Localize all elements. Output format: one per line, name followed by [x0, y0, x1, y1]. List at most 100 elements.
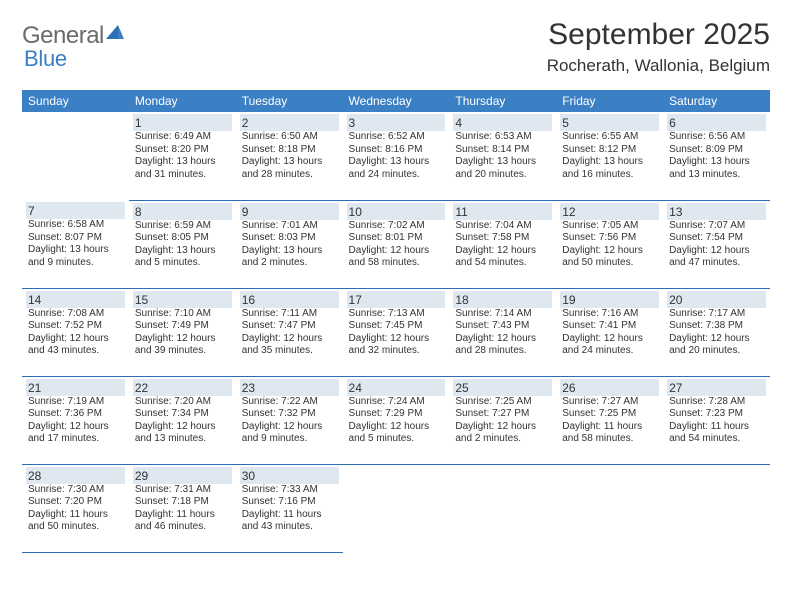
- day-body: Sunrise: 7:30 AMSunset: 7:20 PMDaylight:…: [26, 484, 125, 534]
- day-sunset: Sunset: 8:09 PM: [669, 144, 764, 157]
- day-sunset: Sunset: 7:56 PM: [562, 232, 657, 245]
- day-sunset: Sunset: 7:29 PM: [349, 408, 444, 421]
- day-daylight_a: Daylight: 13 hours: [242, 245, 337, 258]
- day-daylight_b: and 54 minutes.: [669, 433, 764, 446]
- day-daylight_b: and 35 minutes.: [242, 345, 337, 358]
- day-daylight_b: and 46 minutes.: [135, 521, 230, 534]
- day-body: Sunrise: 7:16 AMSunset: 7:41 PMDaylight:…: [560, 308, 659, 358]
- day-daylight_b: and 50 minutes.: [562, 257, 657, 270]
- week-row: 21Sunrise: 7:19 AMSunset: 7:36 PMDayligh…: [22, 376, 770, 464]
- day-sunrise: Sunrise: 7:01 AM: [242, 220, 337, 233]
- day-cell: 14Sunrise: 7:08 AMSunset: 7:52 PMDayligh…: [22, 288, 129, 376]
- day-daylight_a: Daylight: 11 hours: [242, 509, 337, 522]
- day-number: 10: [347, 203, 446, 220]
- day-sunrise: Sunrise: 6:59 AM: [135, 220, 230, 233]
- day-sunrise: Sunrise: 7:05 AM: [562, 220, 657, 233]
- day-cell: 30Sunrise: 7:33 AMSunset: 7:16 PMDayligh…: [236, 464, 343, 552]
- day-sunrise: Sunrise: 7:24 AM: [349, 396, 444, 409]
- day-sunset: Sunset: 8:14 PM: [455, 144, 550, 157]
- day-cell: 25Sunrise: 7:25 AMSunset: 7:27 PMDayligh…: [449, 376, 556, 464]
- day-daylight_b: and 50 minutes.: [28, 521, 123, 534]
- day-daylight_a: Daylight: 11 hours: [669, 421, 764, 434]
- day-sunrise: Sunrise: 6:55 AM: [562, 131, 657, 144]
- day-daylight_a: Daylight: 12 hours: [455, 333, 550, 346]
- day-sunset: Sunset: 8:01 PM: [349, 232, 444, 245]
- dow-cell: Wednesday: [343, 90, 450, 112]
- day-number: 20: [667, 291, 766, 308]
- day-sunset: Sunset: 7:23 PM: [669, 408, 764, 421]
- day-daylight_a: Daylight: 12 hours: [135, 421, 230, 434]
- day-body: Sunrise: 6:59 AMSunset: 8:05 PMDaylight:…: [133, 220, 232, 270]
- day-number: 28: [26, 467, 125, 484]
- day-daylight_b: and 5 minutes.: [135, 257, 230, 270]
- day-cell: 21Sunrise: 7:19 AMSunset: 7:36 PMDayligh…: [22, 376, 129, 464]
- day-daylight_a: Daylight: 12 hours: [28, 333, 123, 346]
- day-daylight_a: Daylight: 12 hours: [669, 245, 764, 258]
- day-sunset: Sunset: 7:43 PM: [455, 320, 550, 333]
- day-cell: 5Sunrise: 6:55 AMSunset: 8:12 PMDaylight…: [556, 112, 663, 200]
- day-cell: 15Sunrise: 7:10 AMSunset: 7:49 PMDayligh…: [129, 288, 236, 376]
- day-body: Sunrise: 7:24 AMSunset: 7:29 PMDaylight:…: [347, 396, 446, 446]
- day-daylight_a: Daylight: 11 hours: [28, 509, 123, 522]
- day-daylight_b: and 20 minutes.: [455, 169, 550, 182]
- day-body: Sunrise: 7:10 AMSunset: 7:49 PMDaylight:…: [133, 308, 232, 358]
- day-sunrise: Sunrise: 7:19 AM: [28, 396, 123, 409]
- day-number: 23: [240, 379, 339, 396]
- day-daylight_b: and 43 minutes.: [242, 521, 337, 534]
- day-sunrise: Sunrise: 6:58 AM: [28, 219, 123, 232]
- day-sunset: Sunset: 7:18 PM: [135, 496, 230, 509]
- day-daylight_b: and 32 minutes.: [349, 345, 444, 358]
- day-sunrise: Sunrise: 7:02 AM: [349, 220, 444, 233]
- week-row: 28Sunrise: 7:30 AMSunset: 7:20 PMDayligh…: [22, 464, 770, 552]
- day-body: Sunrise: 7:11 AMSunset: 7:47 PMDaylight:…: [240, 308, 339, 358]
- day-sunset: Sunset: 7:41 PM: [562, 320, 657, 333]
- day-cell: 19Sunrise: 7:16 AMSunset: 7:41 PMDayligh…: [556, 288, 663, 376]
- location-subtitle: Rocherath, Wallonia, Belgium: [547, 56, 770, 76]
- day-body: Sunrise: 6:52 AMSunset: 8:16 PMDaylight:…: [347, 131, 446, 181]
- day-cell: 4Sunrise: 6:53 AMSunset: 8:14 PMDaylight…: [449, 112, 556, 200]
- day-number: 12: [560, 203, 659, 220]
- logo-sub: Blue: [24, 46, 67, 72]
- day-daylight_a: Daylight: 12 hours: [349, 245, 444, 258]
- day-number: 17: [347, 291, 446, 308]
- day-body: Sunrise: 7:19 AMSunset: 7:36 PMDaylight:…: [26, 396, 125, 446]
- day-sunset: Sunset: 7:47 PM: [242, 320, 337, 333]
- day-daylight_b: and 9 minutes.: [242, 433, 337, 446]
- day-body: Sunrise: 7:01 AMSunset: 8:03 PMDaylight:…: [240, 220, 339, 270]
- day-sunrise: Sunrise: 6:50 AM: [242, 131, 337, 144]
- day-cell: 2Sunrise: 6:50 AMSunset: 8:18 PMDaylight…: [236, 112, 343, 200]
- day-number: 4: [453, 114, 552, 131]
- month-title: September 2025: [547, 18, 770, 52]
- day-daylight_b: and 54 minutes.: [455, 257, 550, 270]
- day-daylight_b: and 31 minutes.: [135, 169, 230, 182]
- day-cell: 1Sunrise: 6:49 AMSunset: 8:20 PMDaylight…: [129, 112, 236, 200]
- day-daylight_b: and 2 minutes.: [242, 257, 337, 270]
- day-daylight_b: and 28 minutes.: [242, 169, 337, 182]
- day-cell: 3Sunrise: 6:52 AMSunset: 8:16 PMDaylight…: [343, 112, 450, 200]
- dow-cell: Monday: [129, 90, 236, 112]
- day-daylight_a: Daylight: 11 hours: [135, 509, 230, 522]
- day-daylight_a: Daylight: 12 hours: [242, 333, 337, 346]
- day-daylight_b: and 24 minutes.: [562, 345, 657, 358]
- day-sunset: Sunset: 7:45 PM: [349, 320, 444, 333]
- day-cell: 11Sunrise: 7:04 AMSunset: 7:58 PMDayligh…: [449, 200, 556, 288]
- day-daylight_b: and 28 minutes.: [455, 345, 550, 358]
- day-cell: 22Sunrise: 7:20 AMSunset: 7:34 PMDayligh…: [129, 376, 236, 464]
- day-daylight_a: Daylight: 11 hours: [562, 421, 657, 434]
- day-number: 1: [133, 114, 232, 131]
- day-body: Sunrise: 7:17 AMSunset: 7:38 PMDaylight:…: [667, 308, 766, 358]
- calendar-table: SundayMondayTuesdayWednesdayThursdayFrid…: [22, 90, 770, 553]
- day-sunrise: Sunrise: 7:28 AM: [669, 396, 764, 409]
- day-sunset: Sunset: 8:05 PM: [135, 232, 230, 245]
- day-daylight_a: Daylight: 12 hours: [669, 333, 764, 346]
- day-cell: 9Sunrise: 7:01 AMSunset: 8:03 PMDaylight…: [236, 200, 343, 288]
- day-sunset: Sunset: 8:12 PM: [562, 144, 657, 157]
- day-body: Sunrise: 7:31 AMSunset: 7:18 PMDaylight:…: [133, 484, 232, 534]
- day-daylight_a: Daylight: 13 hours: [562, 156, 657, 169]
- day-sunrise: Sunrise: 7:11 AM: [242, 308, 337, 321]
- day-sunrise: Sunrise: 7:33 AM: [242, 484, 337, 497]
- day-sunrise: Sunrise: 7:31 AM: [135, 484, 230, 497]
- day-body: Sunrise: 6:55 AMSunset: 8:12 PMDaylight:…: [560, 131, 659, 181]
- day-daylight_b: and 16 minutes.: [562, 169, 657, 182]
- day-cell: 6Sunrise: 6:56 AMSunset: 8:09 PMDaylight…: [663, 112, 770, 200]
